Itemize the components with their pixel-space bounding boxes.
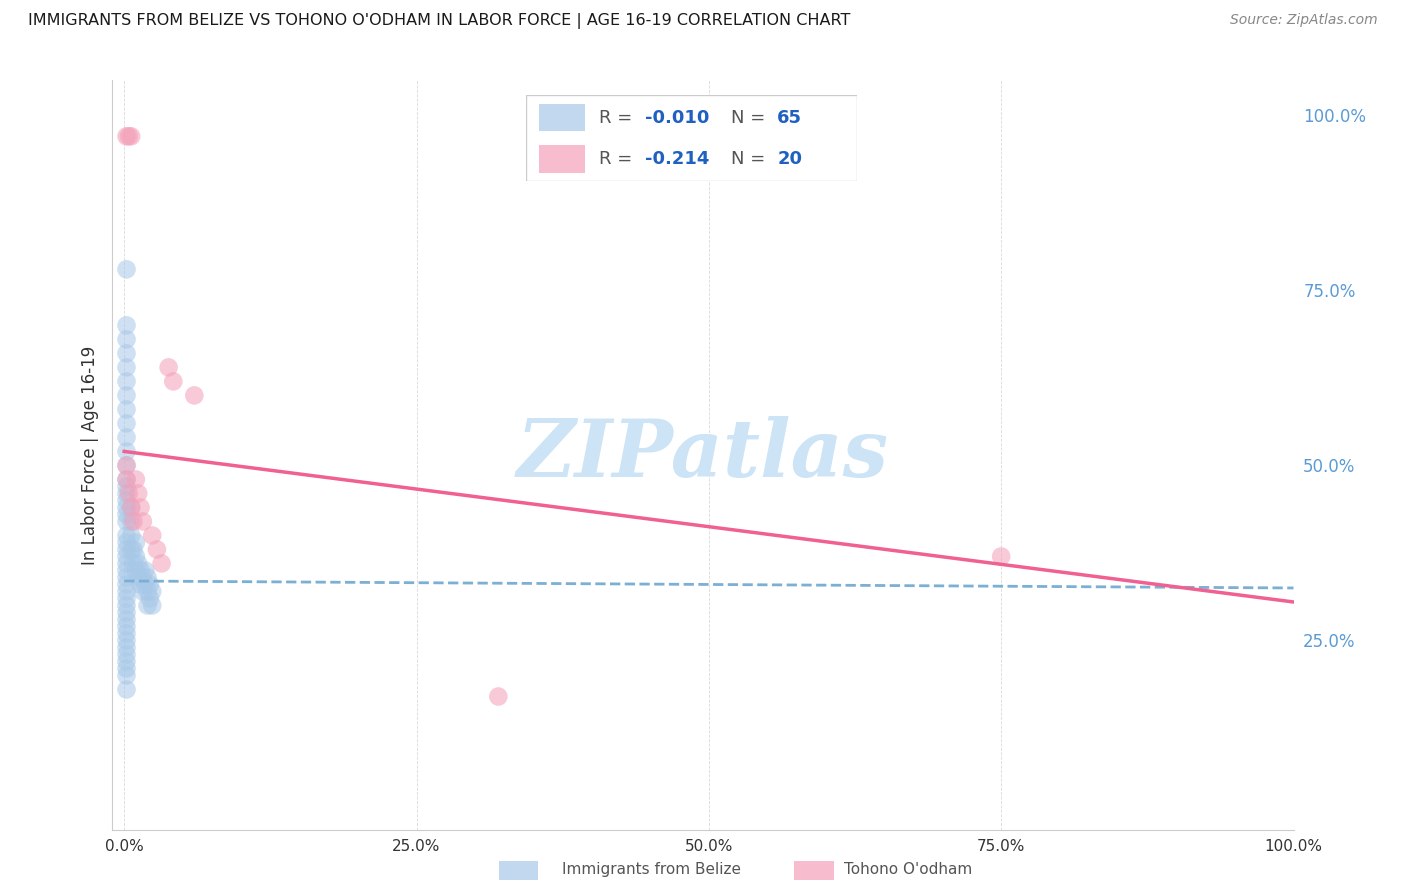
Point: [115, 535, 138, 549]
Point: [141, 599, 163, 613]
Point: [129, 564, 152, 578]
Point: [132, 584, 155, 599]
Point: [115, 262, 138, 277]
Point: [486, 690, 509, 704]
Text: Immigrants from Belize: Immigrants from Belize: [562, 863, 741, 877]
Point: [115, 619, 138, 633]
Point: [127, 557, 149, 571]
Point: [139, 577, 162, 591]
Point: [115, 388, 138, 402]
Point: [115, 528, 138, 542]
Point: [134, 564, 156, 578]
Point: [115, 557, 138, 571]
Point: [115, 626, 138, 640]
Point: [115, 549, 138, 564]
Point: [125, 535, 148, 549]
Point: [115, 332, 138, 346]
Point: [115, 599, 138, 613]
Point: [125, 472, 148, 486]
Text: Tohono O'odham: Tohono O'odham: [844, 863, 972, 877]
Point: [120, 542, 142, 557]
Point: [115, 633, 138, 648]
Point: [139, 591, 162, 606]
Point: [115, 508, 138, 522]
Point: [120, 515, 142, 529]
Text: ZIPatlas: ZIPatlas: [517, 417, 889, 493]
Point: [120, 500, 142, 515]
Point: [115, 640, 138, 655]
Point: [162, 375, 184, 389]
Point: [115, 612, 138, 626]
Point: [115, 564, 138, 578]
Point: [115, 570, 138, 584]
Point: [115, 493, 138, 508]
Point: [129, 577, 152, 591]
Point: [115, 661, 138, 675]
Point: [141, 584, 163, 599]
Point: [115, 479, 138, 493]
Point: [150, 557, 173, 571]
Point: [122, 557, 145, 571]
Point: [115, 577, 138, 591]
Point: [125, 564, 148, 578]
Point: [115, 655, 138, 669]
Point: [115, 648, 138, 662]
Point: [120, 500, 142, 515]
Point: [136, 599, 159, 613]
Point: [132, 570, 155, 584]
Point: [115, 515, 138, 529]
Point: [118, 129, 141, 144]
Point: [127, 486, 149, 500]
Point: [127, 570, 149, 584]
Point: [183, 388, 205, 402]
Point: [115, 458, 138, 473]
Point: [115, 606, 138, 620]
Point: [141, 528, 163, 542]
Point: [115, 402, 138, 417]
Point: [118, 486, 141, 500]
Point: [115, 458, 138, 473]
Point: [122, 515, 145, 529]
Point: [990, 549, 1012, 564]
Point: [132, 515, 155, 529]
Point: [129, 500, 152, 515]
Point: [115, 542, 138, 557]
Point: [146, 542, 169, 557]
Point: [115, 500, 138, 515]
Point: [115, 346, 138, 360]
Point: [115, 668, 138, 682]
Point: [115, 472, 138, 486]
Point: [115, 417, 138, 431]
Text: Source: ZipAtlas.com: Source: ZipAtlas.com: [1230, 13, 1378, 28]
Point: [115, 430, 138, 444]
Point: [115, 360, 138, 375]
Point: [136, 570, 159, 584]
Point: [125, 549, 148, 564]
Point: [136, 584, 159, 599]
Point: [115, 129, 138, 144]
Point: [115, 444, 138, 458]
Point: [122, 542, 145, 557]
Point: [115, 591, 138, 606]
Y-axis label: In Labor Force | Age 16-19: In Labor Force | Age 16-19: [80, 345, 98, 565]
Point: [120, 528, 142, 542]
Point: [115, 472, 138, 486]
Point: [115, 682, 138, 697]
Point: [115, 375, 138, 389]
Point: [157, 360, 180, 375]
Point: [120, 129, 142, 144]
Point: [115, 318, 138, 333]
Point: [115, 486, 138, 500]
Point: [115, 584, 138, 599]
Point: [134, 577, 156, 591]
Text: IMMIGRANTS FROM BELIZE VS TOHONO O'ODHAM IN LABOR FORCE | AGE 16-19 CORRELATION : IMMIGRANTS FROM BELIZE VS TOHONO O'ODHAM…: [28, 13, 851, 29]
